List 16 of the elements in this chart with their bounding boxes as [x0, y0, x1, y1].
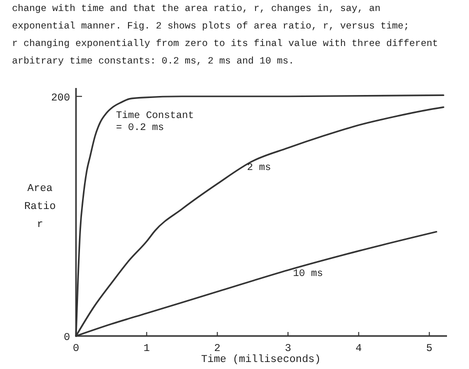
text: exponential manner. Fig. 2 shows plots of area ratio, r, versus time; — [12, 20, 410, 32]
x-tick-label: 0 — [72, 343, 80, 355]
annotation: 2 ms — [247, 163, 272, 174]
text: r changing exponentially from zero to its final value with three different — [12, 38, 438, 49]
y-tick-label: 200 — [51, 92, 70, 104]
x-axis-title: Time (milliseconds) — [201, 354, 321, 366]
text: arbitrary time constants: 0.2 ms, 2 ms and 10 ms. — [12, 56, 294, 66]
x-tick-label: 5 — [426, 343, 432, 355]
x-tick-label: 1 — [144, 343, 150, 355]
text: change with time and that the area ratio, r, changes in, say, an — [12, 3, 380, 14]
x-tick-label: 3 — [284, 343, 292, 355]
annotation: Time Constant = 0.2 ms — [116, 110, 194, 134]
x-tick-label: 2 — [214, 343, 220, 355]
x-tick-label: 4 — [356, 343, 362, 355]
y-axis-title: Area Ratio r — [24, 183, 56, 231]
annotation: 10 ms — [293, 269, 324, 280]
